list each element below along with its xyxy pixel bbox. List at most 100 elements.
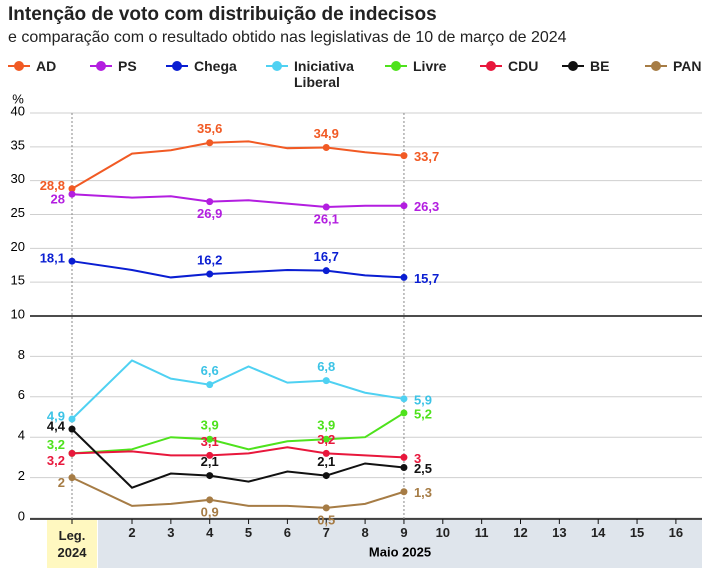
x-tick-label: 6: [283, 525, 291, 540]
value-label: 4,4: [47, 419, 66, 434]
series-line: [71, 193, 404, 209]
value-label: 28: [51, 192, 65, 207]
point: [68, 257, 76, 265]
legend-label: Chega: [194, 58, 237, 74]
value-label: 33,7: [414, 149, 439, 164]
point: [400, 464, 408, 471]
value-label: 2,1: [317, 454, 335, 469]
value-label: 6,6: [201, 363, 219, 378]
point: [206, 472, 214, 480]
x-tick-label: 5: [244, 525, 253, 540]
point: [400, 202, 408, 210]
point: [400, 453, 408, 461]
value-label: 3,9: [317, 418, 335, 433]
x-tick-label: 10: [435, 525, 451, 540]
value-label: 5,9: [414, 392, 432, 407]
legend-label: Livre: [413, 58, 447, 74]
y-tick-label: 2: [18, 468, 25, 483]
point: [400, 488, 408, 496]
x-tick-label: 13: [552, 525, 567, 540]
point: [206, 451, 214, 459]
y-tick-label: 10: [11, 306, 25, 321]
point: [206, 381, 214, 389]
value-label: 28,8: [40, 178, 65, 193]
series-line: [71, 446, 405, 459]
legend-label: BE: [590, 58, 610, 74]
x-tick-label: 15: [629, 525, 645, 540]
y-tick-label: 20: [11, 239, 25, 254]
legend-label: CDU: [508, 58, 539, 74]
value-label: 35,6: [197, 121, 222, 136]
value-label: 18,1: [40, 251, 65, 266]
y-tick-label: 15: [11, 273, 25, 288]
legend-label: Iniciativa Liberal: [294, 58, 354, 90]
y-tick-label: 40: [11, 103, 25, 118]
value-label: 16,2: [197, 252, 222, 267]
point: [206, 270, 214, 278]
series-line: [71, 476, 405, 509]
value-label: 3,2: [47, 453, 65, 468]
point: [400, 409, 408, 417]
y-tick-label: 30: [11, 171, 25, 186]
point: [206, 435, 214, 443]
x-tick-label: 9: [400, 525, 408, 540]
x-group-label: Maio 2025: [369, 544, 431, 559]
y-tick-label: 8: [18, 347, 25, 362]
point: [322, 472, 330, 480]
value-label: 2,5: [414, 461, 432, 476]
value-label: 0,5: [317, 512, 335, 527]
point: [400, 152, 408, 160]
point: [322, 377, 330, 385]
legend-item: CDU: [480, 58, 560, 74]
legend-item: AD: [8, 58, 88, 74]
value-label: 3,9: [201, 418, 219, 433]
x-band: [98, 520, 702, 568]
series-line: [71, 428, 405, 489]
point: [68, 425, 76, 433]
value-label: 5,2: [414, 406, 432, 421]
x-tick-label: 7: [322, 525, 330, 540]
x-tick-label: 2: [128, 525, 136, 540]
value-label: 3,2: [317, 432, 335, 447]
value-label: 26,9: [197, 206, 222, 221]
x-tick-label: 8: [361, 525, 369, 540]
point: [322, 267, 330, 275]
point: [400, 395, 408, 403]
value-label: 26,1: [314, 211, 339, 226]
legend-label: AD: [36, 58, 57, 74]
x-tick-label: 12: [513, 525, 528, 540]
value-label: 3: [414, 451, 421, 466]
value-label: 15,7: [414, 271, 439, 286]
y-unit: %: [12, 91, 24, 106]
x-tick-label: 16: [668, 525, 684, 540]
value-label: 3,2: [47, 437, 65, 452]
point: [322, 203, 330, 211]
x-tick-label: Leg. 2024: [57, 528, 87, 560]
x-tick-label: 11: [474, 525, 489, 540]
series-line: [71, 412, 405, 455]
value-label: 0,9: [201, 504, 219, 519]
x-tick-label: 4: [206, 525, 214, 540]
point: [322, 435, 330, 443]
series-line: [71, 359, 405, 420]
legend-item: PS: [90, 58, 170, 74]
value-label: 34,9: [314, 126, 339, 141]
legend-item: Chega: [166, 58, 246, 74]
value-label: 3,1: [201, 434, 219, 449]
point: [68, 449, 76, 457]
y-tick-label: 0: [18, 508, 25, 523]
legend-item: Iniciativa Liberal: [266, 58, 366, 90]
legend-item: PAN: [645, 58, 702, 74]
legend-label: PAN: [673, 58, 702, 74]
value-label: 1,3: [414, 485, 432, 500]
point: [400, 273, 408, 281]
x-tick-label: 3: [167, 525, 175, 540]
legend-item: BE: [562, 58, 642, 74]
point: [68, 415, 76, 423]
x-tick-label: 14: [590, 525, 606, 540]
y-tick-label: 4: [18, 428, 25, 443]
series-line: [71, 260, 405, 279]
y-tick-label: 6: [18, 387, 25, 402]
